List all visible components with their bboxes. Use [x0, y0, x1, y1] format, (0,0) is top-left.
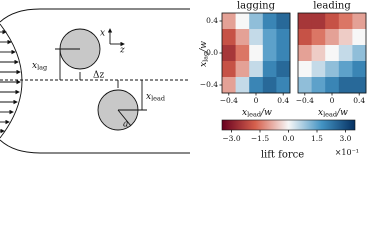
- radius-line: [117, 109, 132, 127]
- heat-cell: [325, 77, 340, 94]
- panel-title: leading: [313, 1, 351, 12]
- heat-cell: [352, 45, 367, 62]
- x-tick-label: 0.4: [353, 96, 365, 105]
- heat-cell: [235, 45, 250, 62]
- x-tick-label: 0: [330, 96, 335, 105]
- axis-x-label: x: [100, 29, 105, 39]
- heat-cell: [311, 61, 326, 78]
- flow-profile: [0, 23, 23, 139]
- heat-cell: [222, 45, 236, 62]
- heat-cell: [249, 77, 264, 94]
- heat-cell: [338, 77, 353, 94]
- heat-cell: [325, 29, 340, 46]
- heat-cell: [311, 45, 326, 62]
- heat-cell: [249, 13, 264, 30]
- panel-title: lagging: [237, 1, 276, 12]
- x-axis-label-sub: lead: [247, 111, 261, 119]
- x-tick-label: 0.4: [277, 96, 289, 105]
- heat-cell: [249, 61, 264, 78]
- heat-cell: [222, 77, 236, 94]
- heat-cell: [352, 61, 367, 78]
- x-axis-label-var: x: [242, 108, 247, 118]
- heat-cell: [262, 29, 277, 46]
- heat-cell: [311, 29, 326, 46]
- bottom-wall: [0, 139, 190, 154]
- x-lag-label-var: x: [32, 61, 37, 71]
- heat-cell: [352, 77, 367, 94]
- heat-cell: [235, 29, 250, 46]
- heat-cell: [222, 13, 236, 30]
- x-axis-label: xlead/w: [318, 108, 348, 119]
- heat-cell: [222, 61, 236, 78]
- x-axis-label: xlead/w: [242, 108, 272, 119]
- colorbar-tick-label: 1.5: [311, 134, 323, 143]
- colorbar-tick-label: 3.0: [340, 134, 352, 143]
- heat-cell: [235, 13, 250, 30]
- x-axis-label-rest: /w: [336, 108, 348, 118]
- heat-cell: [262, 61, 277, 78]
- heat-cell: [352, 29, 367, 46]
- x-lag-label: xlag: [32, 61, 47, 72]
- heat-cell: [298, 29, 312, 46]
- diagram: [0, 8, 190, 154]
- heat-cell: [276, 13, 291, 30]
- y-axis-label-sub: lag: [202, 52, 210, 62]
- heat-cell: [338, 45, 353, 62]
- heat-cell: [235, 61, 250, 78]
- x-axis-label-sub: lead: [323, 111, 337, 119]
- heat-cell: [276, 45, 291, 62]
- heat-cell: [325, 13, 340, 30]
- x-lead-label-var: x: [146, 92, 151, 102]
- heat-cell: [298, 13, 312, 30]
- heat-cell: [262, 77, 277, 94]
- colorbar-tick-label: −3.0: [222, 134, 240, 143]
- heat-cell: [222, 29, 236, 46]
- x-axis-label-var: x: [318, 108, 323, 118]
- x-lead-label-sub: lead: [151, 95, 165, 103]
- y-tick-label: −0.4: [200, 80, 218, 89]
- x-tick-label: 0: [254, 96, 259, 105]
- top-wall: [0, 8, 190, 23]
- heat-cell: [298, 77, 312, 94]
- x-lag-label-sub: lag: [37, 64, 47, 72]
- y-axis-label: xlag/w: [199, 41, 210, 67]
- heat-cell: [276, 77, 291, 94]
- heat-cell: [311, 13, 326, 30]
- x-tick-label: −0.4: [296, 96, 314, 105]
- heat-cell: [262, 13, 277, 30]
- heat-cell: [325, 45, 340, 62]
- y-tick-label: 0.4: [206, 16, 218, 25]
- heat-cell: [298, 61, 312, 78]
- colorbar-label: lift force: [261, 150, 304, 161]
- heat-cell: [249, 45, 264, 62]
- heat-cell: [276, 61, 291, 78]
- y-axis-label-rest: /w: [199, 41, 209, 53]
- colorbar-tick-label: −1.5: [251, 134, 269, 143]
- x-tick-label: −0.4: [220, 96, 238, 105]
- heat-cell: [262, 45, 277, 62]
- colorbar: [221, 119, 356, 131]
- heat-cell: [298, 45, 312, 62]
- heat-cell: [276, 29, 291, 46]
- y-tick-label: 0.0: [206, 48, 218, 57]
- heat-cell: [338, 61, 353, 78]
- heat-cell: [235, 77, 250, 94]
- heat-cell: [352, 13, 367, 30]
- x-lead-label: xlead: [146, 92, 165, 103]
- colorbar-tick-label: 0.0: [283, 134, 295, 143]
- flow-arrows: [0, 29, 21, 134]
- colorbar-multiplier: ×10⁻¹: [335, 148, 359, 157]
- y-axis-label-var: x: [199, 62, 209, 67]
- heat-cell: [249, 29, 264, 46]
- heat-cell: [338, 29, 353, 46]
- heat-cell: [311, 77, 326, 94]
- dz-label: Δz: [93, 71, 104, 81]
- axis-z-label: z: [119, 46, 125, 56]
- heat-cell: [325, 61, 340, 78]
- heat-cell: [338, 13, 353, 30]
- radius-label: a: [123, 120, 128, 130]
- x-axis-label-rest: /w: [260, 108, 272, 118]
